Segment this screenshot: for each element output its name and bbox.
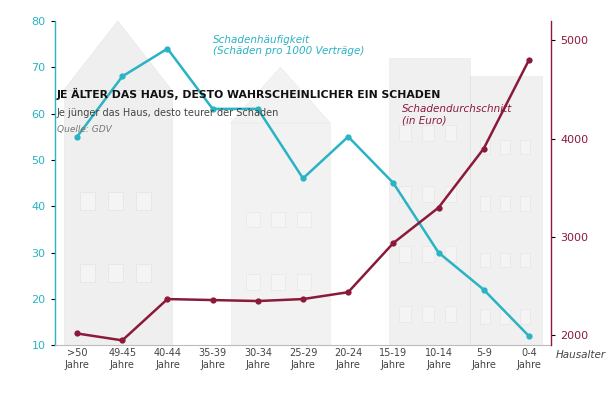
Polygon shape xyxy=(479,140,490,154)
Polygon shape xyxy=(445,186,456,202)
Polygon shape xyxy=(64,90,172,345)
Polygon shape xyxy=(64,21,172,90)
Polygon shape xyxy=(479,196,490,211)
Polygon shape xyxy=(231,67,330,123)
Polygon shape xyxy=(245,212,259,228)
Polygon shape xyxy=(422,307,433,322)
Text: Schadendurchschnitt
(in Euro): Schadendurchschnitt (in Euro) xyxy=(402,104,513,126)
Polygon shape xyxy=(479,309,490,324)
Polygon shape xyxy=(422,125,433,141)
Polygon shape xyxy=(445,125,456,141)
Polygon shape xyxy=(520,196,530,211)
Polygon shape xyxy=(500,253,510,267)
Text: JE ÄLTER DAS HAUS, DESTO WAHRSCHEINLICHER EIN SCHADEN: JE ÄLTER DAS HAUS, DESTO WAHRSCHEINLICHE… xyxy=(57,87,441,99)
Text: Quelle: GDV: Quelle: GDV xyxy=(57,125,112,134)
Polygon shape xyxy=(231,123,330,345)
Polygon shape xyxy=(399,246,411,262)
Polygon shape xyxy=(520,140,530,154)
Polygon shape xyxy=(271,274,285,290)
Polygon shape xyxy=(399,307,411,322)
Polygon shape xyxy=(271,212,285,228)
Polygon shape xyxy=(80,192,95,210)
Polygon shape xyxy=(422,246,433,262)
Polygon shape xyxy=(479,253,490,267)
Polygon shape xyxy=(108,264,123,282)
Polygon shape xyxy=(80,264,95,282)
Polygon shape xyxy=(298,274,311,290)
Polygon shape xyxy=(399,186,411,202)
Polygon shape xyxy=(445,307,456,322)
Polygon shape xyxy=(298,212,311,228)
Polygon shape xyxy=(245,274,259,290)
Text: Hausalter: Hausalter xyxy=(556,350,606,360)
Polygon shape xyxy=(136,192,152,210)
Polygon shape xyxy=(470,77,542,345)
Polygon shape xyxy=(500,140,510,154)
Polygon shape xyxy=(389,58,470,345)
Polygon shape xyxy=(399,125,411,141)
Polygon shape xyxy=(500,309,510,324)
Polygon shape xyxy=(500,196,510,211)
Polygon shape xyxy=(520,253,530,267)
Polygon shape xyxy=(422,186,433,202)
Polygon shape xyxy=(108,192,123,210)
Text: Je jünger das Haus, desto teurer der Schaden: Je jünger das Haus, desto teurer der Sch… xyxy=(57,108,279,118)
Polygon shape xyxy=(520,309,530,324)
Polygon shape xyxy=(136,264,152,282)
Text: Schadenhäufigkeit
(Schäden pro 1000 Verträge): Schadenhäufigkeit (Schäden pro 1000 Vert… xyxy=(213,35,364,56)
Polygon shape xyxy=(445,246,456,262)
